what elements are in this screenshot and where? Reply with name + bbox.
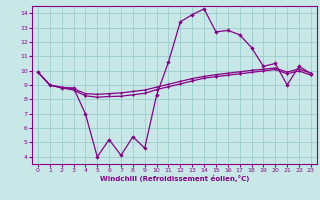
X-axis label: Windchill (Refroidissement éolien,°C): Windchill (Refroidissement éolien,°C) xyxy=(100,175,249,182)
